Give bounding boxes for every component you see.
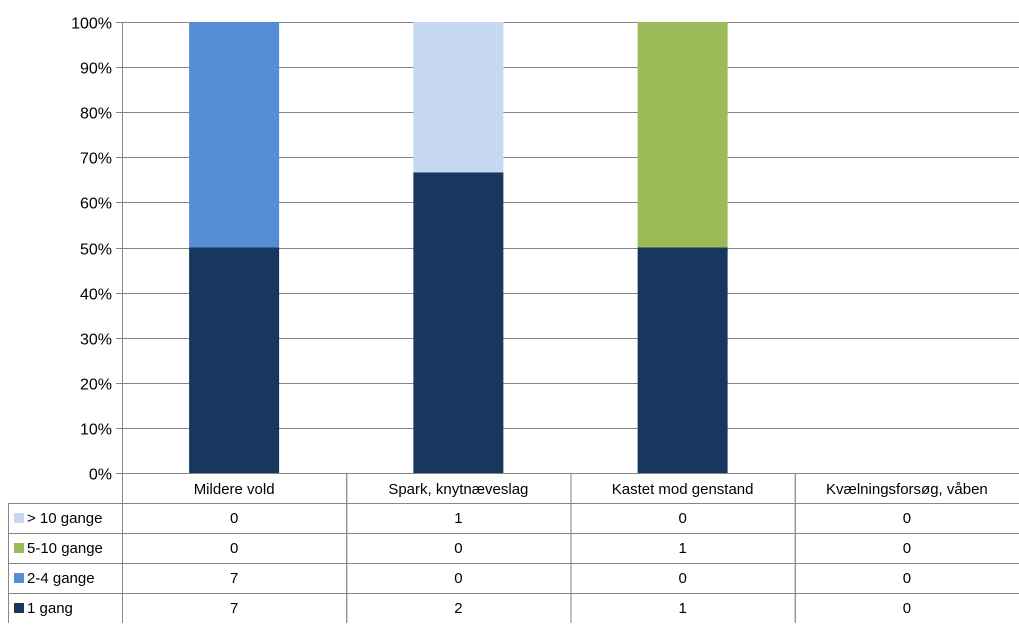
bar-segment — [638, 248, 728, 474]
legend-label: > 10 gange — [27, 510, 103, 527]
y-tick-label: 30% — [80, 332, 112, 349]
y-tick-label: 50% — [80, 242, 112, 259]
category-label: Kastet mod genstand — [612, 481, 754, 498]
category-label: Spark, knytnæveslag — [388, 481, 528, 498]
category-label: Mildere vold — [194, 481, 275, 498]
y-tick-label: 90% — [80, 61, 112, 78]
y-tick-label: 100% — [71, 16, 112, 33]
data-label: 0 — [454, 540, 462, 557]
y-axis-ticks: 0% 10% 20% 30% 40% 50% 60% 70% 80% 90% 100% — [71, 16, 122, 484]
bar-segment — [413, 172, 503, 473]
legend-label: 5-10 gange — [27, 540, 103, 557]
data-label: 0 — [678, 510, 686, 527]
y-tick-label: 60% — [80, 196, 112, 213]
y-tick-label: 0% — [89, 467, 112, 484]
legend-label: 1 gang — [27, 600, 73, 617]
data-label: 0 — [903, 540, 911, 557]
y-tick-label: 20% — [80, 377, 112, 394]
data-label: 0 — [230, 510, 238, 527]
bar-segment — [189, 22, 279, 248]
data-label: 0 — [903, 570, 911, 587]
bar-segment — [638, 22, 728, 248]
bars — [189, 22, 728, 473]
legend-key — [14, 513, 24, 523]
data-label: 0 — [903, 600, 911, 617]
legend-key — [14, 573, 24, 583]
data-label: 2 — [454, 600, 462, 617]
data-label: 0 — [230, 540, 238, 557]
y-tick-label: 40% — [80, 287, 112, 304]
y-tick-label: 70% — [80, 151, 112, 168]
data-label: 0 — [678, 570, 686, 587]
data-label: 0 — [903, 510, 911, 527]
y-tick-label: 80% — [80, 106, 112, 123]
legend-key — [14, 543, 24, 553]
data-label: 1 — [454, 510, 462, 527]
category-label: Kvælningsforsøg, våben — [826, 481, 988, 498]
data-label: 7 — [230, 600, 238, 617]
data-table: Mildere vold Spark, knytnæveslag Kastet mo… — [9, 474, 1019, 624]
data-label: 1 — [678, 540, 686, 557]
bar-segment — [413, 22, 503, 172]
legend-label: 2-4 gange — [27, 570, 95, 587]
legend-key — [14, 603, 24, 613]
bar-segment — [189, 248, 279, 474]
data-label: 7 — [230, 570, 238, 587]
y-tick-label: 10% — [80, 422, 112, 439]
data-label: 1 — [678, 600, 686, 617]
data-label: 0 — [454, 570, 462, 587]
